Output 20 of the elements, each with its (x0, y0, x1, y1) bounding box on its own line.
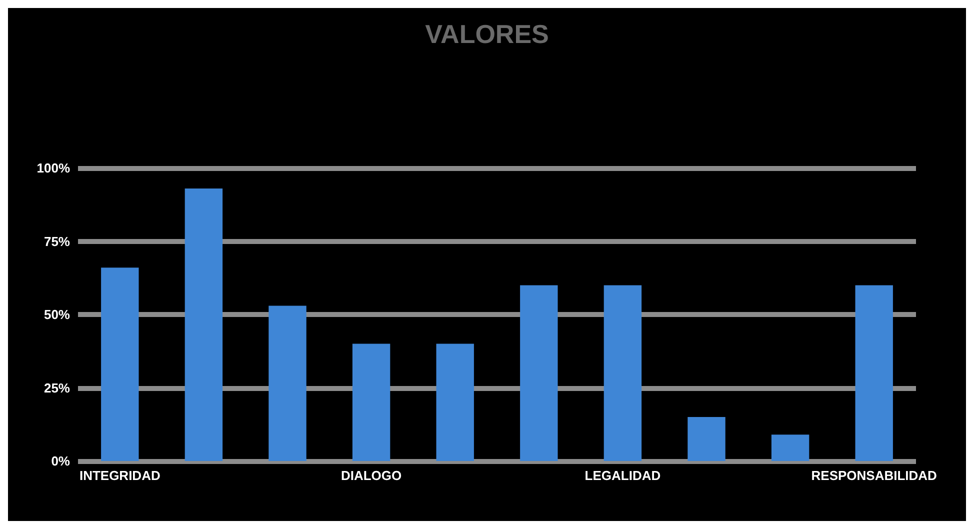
chart-title: VALORES (425, 19, 549, 49)
x-tick-label: RESPONSABILIDAD (811, 468, 937, 483)
bar (604, 285, 642, 461)
bar (268, 306, 306, 461)
y-tick-label: 50% (44, 307, 70, 322)
bar (771, 434, 810, 461)
bar (184, 188, 223, 461)
bar (520, 285, 558, 461)
y-tick-label: 75% (44, 234, 70, 249)
x-tick-label: DIALOGO (340, 468, 402, 483)
bar (855, 285, 893, 461)
bar (101, 268, 139, 461)
y-tick-label: 25% (44, 380, 70, 396)
bar (352, 344, 390, 461)
y-tick-label: 0% (51, 454, 70, 468)
x-tick-label: LEGALIDAD (584, 468, 661, 483)
x-tick-label: INTEGRIDAD (79, 468, 160, 483)
y-tick-label: 100% (36, 160, 70, 176)
bar (688, 417, 726, 461)
bar (436, 344, 474, 461)
